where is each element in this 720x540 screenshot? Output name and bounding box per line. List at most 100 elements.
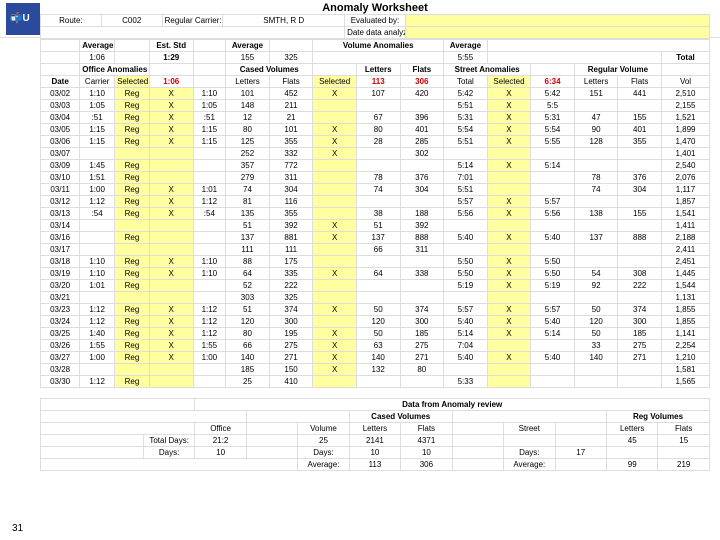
cell-x3: X (487, 208, 531, 220)
cell-l: 52 (226, 280, 270, 292)
cell-s2: X (313, 220, 357, 232)
cell-st: 5:40 (444, 352, 488, 364)
cell-rl: 47 (574, 112, 618, 124)
cell-r (115, 292, 150, 304)
cell-sv (531, 184, 575, 196)
cell-s2: X (313, 328, 357, 340)
sv-ft: 4371 (401, 435, 452, 447)
cell-rl (574, 256, 618, 268)
cell-l: 140 (226, 352, 270, 364)
avg1: Average (80, 40, 115, 52)
cell-st: 5:50 (444, 268, 488, 280)
cell-rf: 308 (618, 268, 662, 280)
cell-r: Reg (115, 184, 150, 196)
cell-f: 271 (269, 352, 313, 364)
cell-s2: X (313, 352, 357, 364)
cell-s2 (313, 280, 357, 292)
cell-vl (356, 148, 400, 160)
cell-sv: 5:31 (531, 112, 575, 124)
cell-r: Reg (115, 352, 150, 364)
cell-l: 148 (226, 100, 270, 112)
cell-x: X (149, 352, 193, 364)
cell-t (193, 148, 226, 160)
cell-l: 74 (226, 184, 270, 196)
table-row: 03/121:12RegX1:12811165:57X5:571,857 (41, 196, 710, 208)
cell-r: Reg (115, 232, 150, 244)
cell-st: 5:51 (444, 136, 488, 148)
cell-x3: X (487, 160, 531, 172)
col-header-row: Date Carrier Selected 1:06 Letters Flats… (41, 76, 710, 88)
cell-x3 (487, 292, 531, 304)
cell-x3 (487, 340, 531, 352)
cell-f: 772 (269, 160, 313, 172)
cell-rf: 185 (618, 328, 662, 340)
cell-rl: 74 (574, 184, 618, 196)
cell-st: 5:14 (444, 160, 488, 172)
cell-vf: 275 (400, 340, 444, 352)
cell-s2: X (313, 136, 357, 148)
cell-l: 64 (226, 268, 270, 280)
cell-f: 175 (269, 256, 313, 268)
sum-street: Street (504, 423, 555, 435)
cell-t (193, 232, 226, 244)
cell-rl: 50 (574, 328, 618, 340)
cell-vl: 64 (356, 268, 400, 280)
sv-avrf: 219 (658, 459, 710, 471)
sv-rl: 45 (606, 435, 657, 447)
cell-r: Reg (115, 268, 150, 280)
cell-x3: X (487, 352, 531, 364)
cell-c (80, 292, 115, 304)
cell-vf (400, 376, 444, 388)
table-row: 03/17111111663112,411 (41, 244, 710, 256)
avg-values-row: 1:06 1:29 155 325 5:55 Total (41, 52, 710, 64)
cell-vl: 132 (356, 364, 400, 376)
cell-sv (531, 292, 575, 304)
cell-c: 1:12 (80, 196, 115, 208)
cell-s2: X (313, 232, 357, 244)
cell-x (149, 280, 193, 292)
cell-l: 135 (226, 208, 270, 220)
cell-s2: X (313, 88, 357, 100)
cell-rl: 90 (574, 124, 618, 136)
cell-l: 66 (226, 340, 270, 352)
cell-sv: 5:14 (531, 160, 575, 172)
table-row: 03/091:45Reg3577725:14X5:142,540 (41, 160, 710, 172)
cell-c: 1:10 (80, 88, 115, 100)
eststd: Est. Std (149, 40, 193, 52)
cell-l: 88 (226, 256, 270, 268)
sv-sd: 17 (555, 447, 606, 459)
cell-rl: 128 (574, 136, 618, 148)
date-value[interactable] (405, 27, 709, 39)
sum-regvol: Reg Volumes (606, 411, 709, 423)
sum-days: Days: (143, 447, 194, 459)
total-hdr: Total (662, 52, 710, 64)
cell-vl: 50 (356, 328, 400, 340)
cell-c: 1:40 (80, 328, 115, 340)
cell-d: 03/10 (41, 172, 80, 184)
cell-vl: 28 (356, 136, 400, 148)
regvol-hdr: Regular Volume (574, 64, 661, 76)
cell-vl: 51 (356, 220, 400, 232)
cell-l: 101 (226, 88, 270, 100)
cell-r (115, 364, 150, 376)
cell-x: X (149, 304, 193, 316)
cell-sv: 5:56 (531, 208, 575, 220)
cell-st: 5:56 (444, 208, 488, 220)
cell-vf (400, 160, 444, 172)
cell-x (149, 148, 193, 160)
cell-r: Reg (115, 112, 150, 124)
cell-sv (531, 364, 575, 376)
ch-t1: 1:06 (149, 76, 193, 88)
ch-lr: Letters (574, 76, 618, 88)
cell-d: 03/21 (41, 292, 80, 304)
logo-text: U (22, 13, 29, 24)
cell-f: 111 (269, 244, 313, 256)
cell-x3: X (487, 196, 531, 208)
eval-value[interactable] (405, 15, 709, 27)
cell-x3: X (487, 112, 531, 124)
cell-st: 7:04 (444, 340, 488, 352)
cell-s2 (313, 160, 357, 172)
cell-tv: 1,899 (662, 124, 710, 136)
cell-vf (400, 256, 444, 268)
table-row: 03/051:15RegX1:1580101X804015:54X5:54904… (41, 124, 710, 136)
